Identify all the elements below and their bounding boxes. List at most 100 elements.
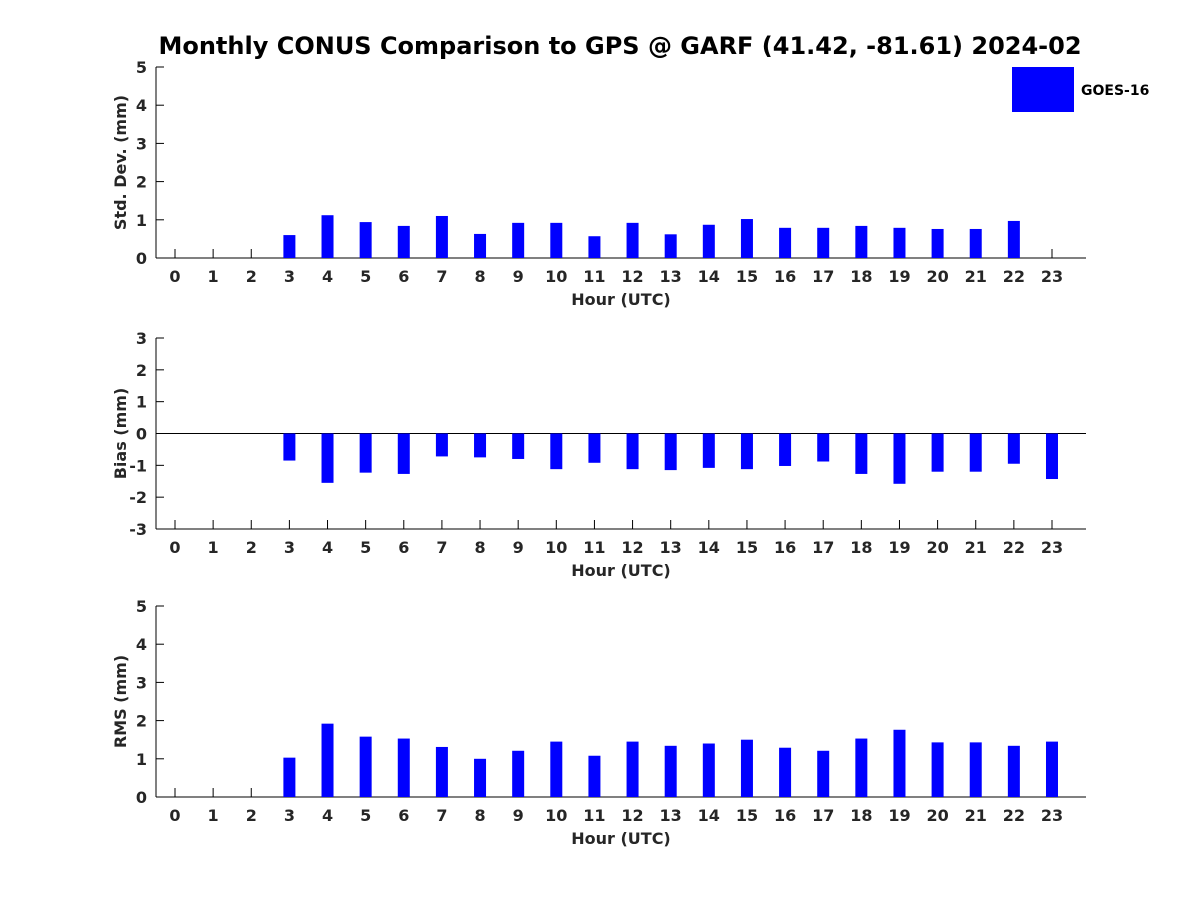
x-tick-label: 18	[850, 806, 872, 825]
x-tick-label: 12	[621, 267, 643, 286]
x-tick-label: 19	[888, 267, 910, 286]
x-tick-label: 12	[621, 538, 643, 557]
bar-hour-3	[283, 757, 296, 797]
x-tick-label: 3	[284, 267, 295, 286]
legend: GOES-16	[1012, 67, 1149, 112]
bar-hour-11	[588, 755, 601, 797]
bar-hour-13	[664, 433, 677, 471]
bar-hour-3	[283, 433, 296, 461]
bar-hour-5	[359, 433, 372, 473]
chart-title: Monthly CONUS Comparison to GPS @ GARF (…	[158, 32, 1081, 60]
x-tick-label: 16	[774, 538, 796, 557]
x-tick-label: 4	[322, 267, 333, 286]
x-tick-label: 7	[436, 267, 447, 286]
y-tick-label: 4	[136, 635, 147, 654]
x-tick-label: 14	[698, 267, 720, 286]
x-tick-label: 9	[513, 806, 524, 825]
bar-hour-13	[664, 745, 677, 797]
bar-hour-18	[855, 225, 868, 258]
bar-hour-8	[474, 233, 487, 258]
x-tick-label: 21	[965, 267, 987, 286]
y-tick-label: 0	[136, 425, 147, 444]
bar-hour-16	[779, 747, 792, 797]
bar-hour-16	[779, 433, 792, 466]
y-tick-label: 4	[136, 96, 147, 115]
bar-hour-9	[512, 750, 525, 797]
bar-hour-4	[321, 433, 334, 483]
y-tick-label: -3	[129, 520, 147, 539]
x-tick-label: 19	[888, 538, 910, 557]
bar-hour-10	[550, 222, 563, 258]
legend-swatch	[1012, 67, 1074, 112]
y-tick-label: 5	[136, 597, 147, 616]
y-tick-label: 1	[136, 393, 147, 412]
y-axis-label: RMS (mm)	[111, 655, 130, 748]
x-tick-label: 2	[246, 806, 257, 825]
bar-hour-20	[931, 433, 944, 472]
legend-label: GOES-16	[1081, 83, 1149, 99]
bar-hour-18	[855, 738, 868, 797]
x-tick-label: 8	[474, 267, 485, 286]
x-tick-label: 22	[1003, 538, 1025, 557]
x-tick-label: 5	[360, 538, 371, 557]
bar-hour-21	[969, 742, 982, 797]
x-tick-label: 10	[545, 806, 567, 825]
bar-hour-11	[588, 433, 601, 463]
x-tick-label: 2	[246, 538, 257, 557]
bar-hour-13	[664, 234, 677, 258]
x-tick-label: 6	[398, 806, 409, 825]
y-tick-label: 5	[136, 58, 147, 77]
bar-hour-9	[512, 433, 525, 459]
x-tick-label: 1	[208, 806, 219, 825]
x-tick-label: 9	[513, 538, 524, 557]
x-tick-label: 13	[660, 538, 682, 557]
x-tick-label: 17	[812, 538, 834, 557]
bar-hour-6	[397, 225, 410, 258]
bar-hour-15	[740, 219, 753, 258]
y-tick-label: 1	[136, 211, 147, 230]
bar-hour-5	[359, 736, 372, 797]
x-tick-label: 14	[698, 806, 720, 825]
x-tick-label: 0	[169, 806, 180, 825]
x-tick-label: 23	[1041, 538, 1063, 557]
bar-hour-8	[474, 433, 487, 458]
x-tick-label: 22	[1003, 267, 1025, 286]
x-tick-label: 23	[1041, 267, 1063, 286]
x-tick-label: 8	[474, 538, 485, 557]
x-axis-label: Hour (UTC)	[571, 290, 671, 309]
bar-hour-5	[359, 222, 372, 258]
y-tick-label: 0	[136, 788, 147, 807]
y-tick-label: 2	[136, 712, 147, 731]
bar-hour-16	[779, 227, 792, 258]
x-tick-label: 4	[322, 806, 333, 825]
y-tick-label: -1	[129, 456, 147, 475]
x-tick-label: 4	[322, 538, 333, 557]
bar-hour-20	[931, 742, 944, 797]
y-tick-label: 2	[136, 361, 147, 380]
x-tick-label: 15	[736, 806, 758, 825]
x-tick-label: 1	[208, 267, 219, 286]
y-tick-label: 3	[136, 134, 147, 153]
x-tick-label: 17	[812, 267, 834, 286]
x-tick-label: 2	[246, 267, 257, 286]
x-tick-label: 16	[774, 267, 796, 286]
bar-hour-18	[855, 433, 868, 474]
bar-hour-12	[626, 741, 639, 797]
bar-hour-14	[702, 433, 715, 468]
x-tick-label: 13	[660, 267, 682, 286]
bar-hour-20	[931, 228, 944, 258]
x-tick-label: 15	[736, 267, 758, 286]
x-tick-label: 5	[360, 806, 371, 825]
bar-hour-11	[588, 236, 601, 258]
bar-hour-17	[817, 750, 830, 797]
x-tick-label: 21	[965, 806, 987, 825]
bar-hour-4	[321, 723, 334, 797]
bar-hour-10	[550, 741, 563, 797]
bar-hour-14	[702, 743, 715, 797]
x-axis-label: Hour (UTC)	[571, 561, 671, 580]
bar-hour-19	[893, 433, 906, 484]
x-tick-label: 12	[621, 806, 643, 825]
